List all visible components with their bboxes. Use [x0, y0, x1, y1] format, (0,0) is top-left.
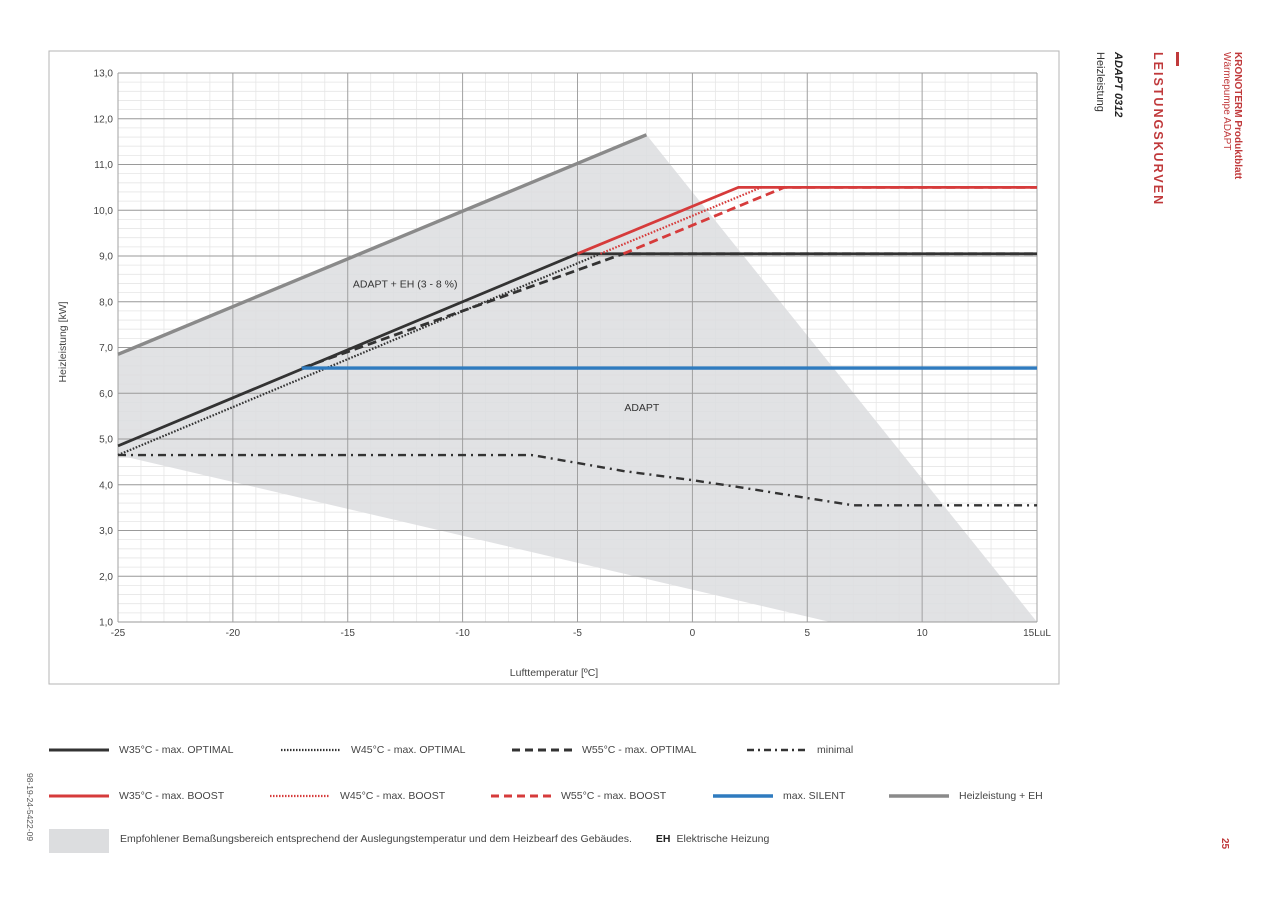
- legend-swatch: [889, 794, 949, 798]
- x-tick-label: -15: [341, 628, 356, 639]
- legend-swatch: [512, 748, 572, 752]
- x-tick-label: -20: [226, 628, 241, 639]
- legend-item-heizleistung-eh: Heizleistung + EH: [889, 786, 1043, 806]
- series-line-6: [622, 185, 1037, 256]
- legend-swatch: [49, 794, 109, 798]
- legend-label: W45°C - max. OPTIMAL: [351, 744, 466, 756]
- y-tick-label: 8,0: [99, 297, 113, 308]
- y-tick-label: 10,0: [94, 206, 114, 217]
- chart-annotation: ADAPT + EH (3 - 8 %): [353, 278, 458, 290]
- brand-subtitle: Wärmepumpe ADAPT: [1221, 52, 1232, 151]
- y-tick-label: 4,0: [99, 480, 113, 491]
- y-tick-label: 5,0: [99, 435, 113, 446]
- legend-label: max. SILENT: [783, 790, 846, 802]
- legend-item-w55-boost: W55°C - max. BOOST: [491, 786, 666, 806]
- legend-swatch: [270, 794, 330, 798]
- legend-item-w45-optimal: W45°C - max. OPTIMAL: [281, 740, 465, 760]
- series-line-3: [118, 453, 1037, 507]
- y-tick-label: 3,0: [99, 526, 113, 537]
- legend-item-w45-boost: W45°C - max. BOOST: [270, 786, 445, 806]
- y-axis-label: Heizleistung [kW]: [57, 301, 69, 382]
- x-tick-label: 15LuL: [1023, 628, 1051, 639]
- section-title: LEISTUNGSKURVEN: [1151, 52, 1165, 207]
- legend-swatch: [747, 748, 807, 752]
- grid-major: [117, 72, 1038, 623]
- range-swatch: [49, 829, 109, 853]
- y-tick-label: 1,0: [99, 618, 113, 629]
- y-tick-label: 9,0: [99, 252, 113, 263]
- y-tick-label: 12,0: [94, 114, 114, 125]
- legend-label: W35°C - max. OPTIMAL: [119, 744, 234, 756]
- tick-layer: -25 -20 -15 -10 -5 0 5 10 15LuL 1,0 2,0 3,0 4,0 5,0 6,…: [94, 69, 1052, 640]
- legend-label: W55°C - max. OPTIMAL: [582, 744, 697, 756]
- legend-swatch: [281, 748, 341, 752]
- y-tick-label: 7,0: [99, 343, 113, 354]
- x-axis-label: Lufttemperatur [ºC]: [510, 667, 599, 679]
- series-layer: [117, 133, 1037, 507]
- legend-swatch: [49, 748, 109, 752]
- y-tick-label: 2,0: [99, 572, 113, 583]
- section-accent-bar: [1176, 52, 1179, 66]
- legend-row-2: W35°C - max. BOOST W45°C - max. BOOST W5…: [0, 786, 1100, 806]
- y-tick-label: 11,0: [94, 160, 113, 171]
- legend-item-minimal: minimal: [747, 740, 853, 760]
- brand-title: KRONOTERM Produktblatt: [1232, 52, 1243, 180]
- x-tick-label: 5: [804, 628, 810, 639]
- model-subtitle: Heizleistung: [1094, 52, 1106, 112]
- eh-label: Elektrische Heizung: [676, 833, 770, 845]
- series-line-5: [600, 186, 1037, 255]
- legend-label: W45°C - max. BOOST: [340, 790, 446, 802]
- legend-item-w35-optimal: W35°C - max. OPTIMAL: [49, 740, 233, 760]
- series-line-8: [117, 133, 648, 356]
- model-title: ADAPT 0312: [1112, 52, 1124, 118]
- x-tick-label: 10: [917, 628, 929, 639]
- legend-label: W35°C - max. BOOST: [119, 790, 225, 802]
- legend-label: W55°C - max. BOOST: [561, 790, 667, 802]
- page-number: 25: [1219, 838, 1230, 850]
- legend-row-1: W35°C - max. OPTIMAL W45°C - max. OPTIMA…: [0, 740, 1100, 760]
- x-tick-label: -10: [455, 628, 470, 639]
- legend-swatch: [491, 794, 551, 798]
- x-tick-label: -25: [111, 628, 126, 639]
- legend-label: Heizleistung + EH: [959, 790, 1043, 802]
- y-tick-label: 13,0: [94, 69, 114, 80]
- legend-item-w35-boost: W35°C - max. BOOST: [49, 786, 224, 806]
- y-tick-label: 6,0: [99, 389, 113, 400]
- legend-label: minimal: [817, 744, 854, 756]
- annotation-layer: ADAPT + EH (3 - 8 %) ADAPT: [353, 278, 660, 414]
- eh-abbreviation: EH: [655, 833, 671, 845]
- legend-item-max-silent: max. SILENT: [713, 786, 845, 806]
- chart-frame: [48, 50, 1060, 685]
- legend-swatch: [713, 794, 773, 798]
- x-tick-label: -5: [573, 628, 582, 639]
- range-note: Empfohlener Bemaßungsbereich entsprechen…: [120, 833, 769, 845]
- range-note-text: Empfohlener Bemaßungsbereich entsprechen…: [120, 833, 632, 845]
- document-number: 98-19-24-5422-09: [25, 773, 35, 842]
- legend-item-w55-optimal: W55°C - max. OPTIMAL: [512, 740, 696, 760]
- x-tick-label: 0: [690, 628, 696, 639]
- chart-annotation: ADAPT: [624, 402, 660, 414]
